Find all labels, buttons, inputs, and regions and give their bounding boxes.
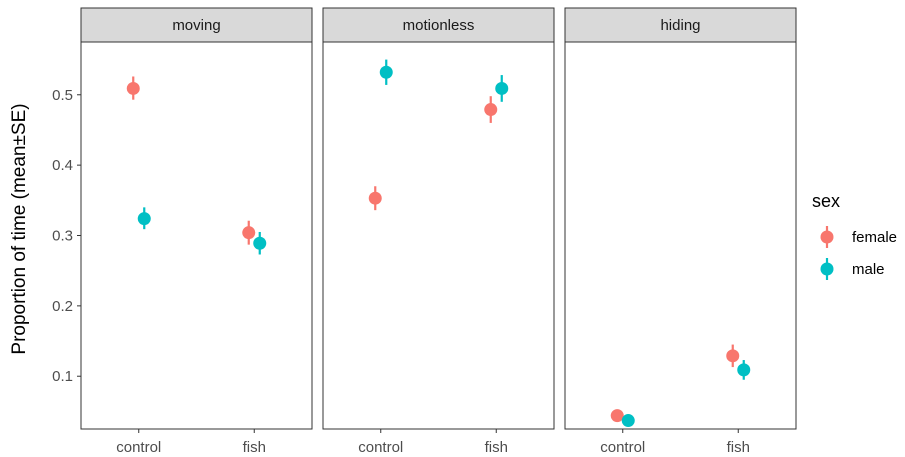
y-tick-label: 0.2 <box>52 298 73 315</box>
point-marker <box>379 65 393 79</box>
y-tick-label: 0.5 <box>52 87 73 104</box>
facet-panel-motionless: motionless control fish <box>322 7 555 456</box>
y-axis: 0.1 0.2 0.3 0.4 0.5 <box>52 87 81 385</box>
x-tick-label: fish <box>727 439 750 456</box>
point-marker <box>621 414 635 428</box>
legend-key-marker <box>820 230 834 244</box>
data-point-male <box>379 59 393 85</box>
data-point-female <box>726 344 740 368</box>
facet-strip-label: motionless <box>403 17 475 34</box>
panel-border <box>322 41 555 430</box>
point-marker <box>737 363 751 377</box>
point-marker <box>242 226 256 240</box>
data-point-male <box>737 360 751 380</box>
legend-label: male <box>852 261 885 278</box>
facet-panel-hiding: hiding control fish <box>564 7 797 456</box>
data-point-male <box>621 414 635 428</box>
y-tick-label: 0.1 <box>52 368 73 385</box>
panel-border <box>564 41 797 430</box>
x-tick-label: control <box>358 439 403 456</box>
x-tick-label: fish <box>485 439 508 456</box>
legend: sex female male <box>812 191 897 280</box>
facet-strip <box>322 7 555 43</box>
y-tick-label: 0.3 <box>52 228 73 245</box>
point-marker <box>610 409 624 423</box>
legend-item-male: male <box>820 258 885 280</box>
x-tick-label: control <box>600 439 645 456</box>
point-marker <box>484 103 498 117</box>
data-point-male <box>137 207 151 230</box>
point-marker <box>253 236 267 250</box>
point-marker <box>495 81 509 95</box>
point-marker <box>126 81 140 95</box>
x-tick-label: fish <box>243 439 266 456</box>
data-point-male <box>253 231 267 255</box>
data-point-female <box>368 186 382 211</box>
legend-title: sex <box>812 191 840 211</box>
panel-border <box>80 41 313 430</box>
facet-panel-moving: moving control fish <box>80 7 313 456</box>
legend-item-female: female <box>820 226 897 248</box>
legend-key-marker <box>820 262 834 276</box>
facet-strip <box>80 7 313 43</box>
x-tick-label: control <box>116 439 161 456</box>
facet-strip <box>564 7 797 43</box>
point-marker <box>726 349 740 363</box>
data-point-female <box>126 76 140 100</box>
facet-strip-label: hiding <box>660 17 700 34</box>
legend-label: female <box>852 229 897 246</box>
data-point-female <box>484 96 498 123</box>
point-marker <box>368 191 382 205</box>
data-point-female <box>610 409 624 423</box>
point-marker <box>137 212 151 226</box>
y-tick-label: 0.4 <box>52 157 73 174</box>
data-point-male <box>495 75 509 102</box>
y-axis-title: Proportion of time (mean±SE) <box>9 103 30 354</box>
data-point-female <box>242 220 256 245</box>
facet-strip-label: moving <box>172 17 220 34</box>
